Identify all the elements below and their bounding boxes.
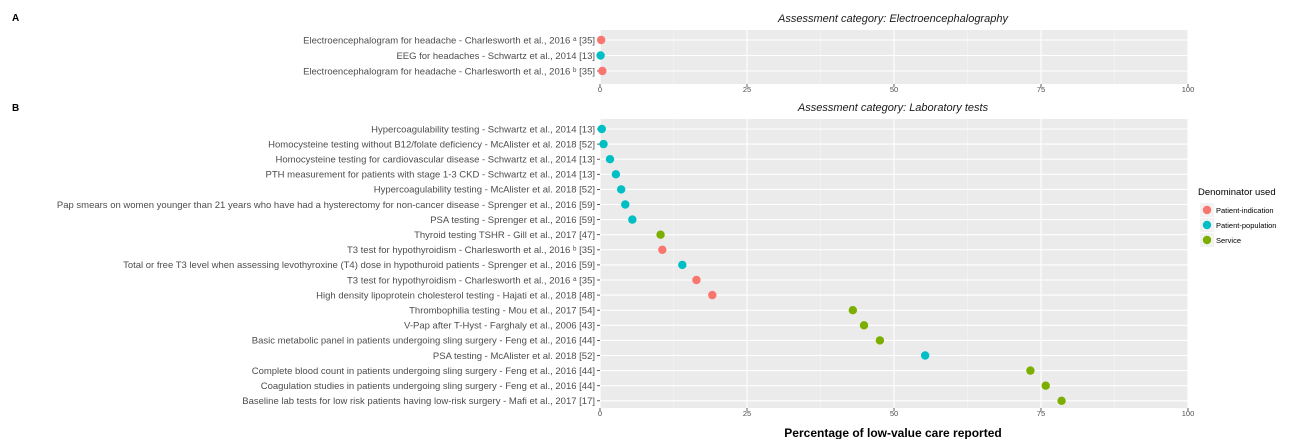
- data-point: [656, 230, 665, 239]
- legend-entry: Service: [1216, 236, 1241, 245]
- y-tick-label: Pap smears on women younger than 21 year…: [57, 200, 595, 211]
- data-point: [605, 155, 615, 164]
- data-point: [628, 215, 637, 224]
- x-axis-label: Percentage of low-value care reported: [784, 426, 1001, 439]
- y-tick-label: T3 test for hypothyroidism - Charleswort…: [347, 275, 595, 286]
- data-point: [616, 185, 626, 194]
- y-tick-label: PTH measurement for patients with stage …: [266, 170, 595, 181]
- y-tick-label: Electroencephalogram for headache - Char…: [303, 35, 595, 46]
- data-point: [1026, 366, 1035, 375]
- data-point: [678, 260, 687, 270]
- legend-entry: Patient-indication: [1216, 206, 1274, 215]
- data-point: [875, 336, 885, 345]
- data-point: [597, 124, 606, 134]
- data-point: [1057, 396, 1066, 405]
- data-point: [598, 66, 607, 76]
- x-tick-label: 0: [598, 409, 602, 418]
- panel-title-B: Assessment category: Laboratory tests: [797, 102, 989, 114]
- x-tick-label: 0: [598, 85, 602, 94]
- x-tick-label: 50: [890, 85, 898, 94]
- legend-swatch: [1202, 235, 1212, 245]
- x-tick-label: 25: [743, 85, 751, 94]
- panel-title-A: Assessment category: Electroencephalogra…: [777, 13, 1009, 25]
- y-tick-label: EEG for headaches - Schwartz et al., 201…: [396, 51, 595, 62]
- x-tick-label: 100: [1182, 409, 1195, 418]
- data-point: [848, 306, 858, 315]
- legend-entry: Patient-population: [1216, 221, 1276, 230]
- data-point: [920, 351, 930, 360]
- y-tick-label: PSA testing - Sprenger et al., 2016 [59]: [430, 215, 595, 226]
- legend-swatch: [1202, 220, 1212, 230]
- data-point: [621, 200, 630, 209]
- data-point: [658, 245, 667, 254]
- x-tick-label: 50: [890, 409, 898, 418]
- x-tick-label: 75: [1037, 409, 1045, 418]
- y-tick-label: Hypercoagulability testing - McAlister e…: [374, 185, 595, 196]
- y-tick-label: Homocysteine testing without B12/folate …: [268, 139, 595, 150]
- legend-title: Denominator used: [1198, 187, 1276, 198]
- y-tick-label: PSA testing - McAlister et al. 2018 [52]: [433, 351, 595, 362]
- data-point: [708, 290, 717, 300]
- y-tick-label: High density lipoprotein cholesterol tes…: [316, 290, 595, 301]
- data-point: [596, 35, 606, 45]
- y-tick-label: Total or free T3 level when assessing le…: [123, 260, 595, 271]
- y-tick-label: Coagulation studies in patients undergoi…: [261, 381, 595, 392]
- panel-label-A: A: [12, 13, 19, 24]
- x-tick-label: 100: [1182, 85, 1195, 94]
- data-point: [611, 170, 621, 179]
- y-tick-label: Electroencephalogram for headache - Char…: [303, 66, 595, 77]
- y-tick-label: V-Pap after T-Hyst - Farghaly et al., 20…: [404, 321, 595, 332]
- legend-swatch: [1202, 205, 1212, 215]
- data-point: [1041, 381, 1050, 390]
- x-tick-label: 25: [743, 409, 751, 418]
- x-tick-label: 75: [1037, 85, 1045, 94]
- data-point: [599, 139, 608, 149]
- y-tick-label: Hypercoagulability testing - Schwartz et…: [371, 124, 595, 135]
- data-point: [692, 275, 701, 285]
- data-point: [859, 321, 869, 330]
- y-tick-label: Basic metabolic panel in patients underg…: [252, 336, 595, 347]
- panel-label-B: B: [12, 103, 19, 114]
- y-tick-label: Thrombophilia testing - Mou et al., 2017…: [409, 306, 595, 317]
- y-tick-label: Thyroid testing TSHR - Gill et al., 2017…: [414, 230, 595, 241]
- data-point: [596, 51, 605, 60]
- y-tick-label: Complete blood count in patients undergo…: [252, 366, 595, 377]
- y-tick-label: Homocysteine testing for cardiovascular …: [276, 155, 595, 166]
- y-tick-label: T3 test for hypothyroidism - Charleswort…: [347, 245, 595, 256]
- y-tick-label: Baseline lab tests for low risk patients…: [242, 396, 595, 407]
